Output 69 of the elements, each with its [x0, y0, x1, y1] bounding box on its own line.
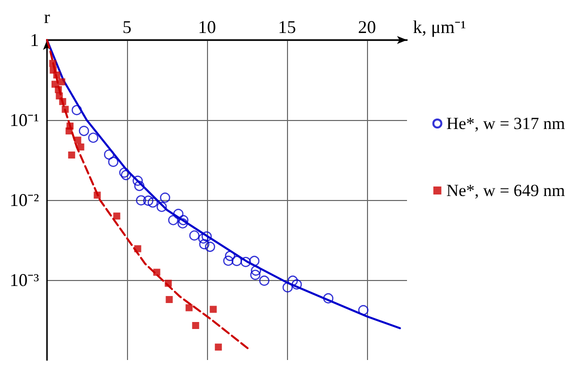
- point: [189, 230, 200, 241]
- point: [54, 86, 62, 94]
- y-tick-label: 10⁻³: [10, 270, 40, 290]
- point: [160, 192, 170, 203]
- point: [210, 306, 217, 313]
- point: [78, 126, 90, 136]
- point: [198, 233, 208, 244]
- point: [119, 168, 130, 178]
- point: [134, 245, 142, 252]
- point: [120, 170, 132, 180]
- point: [223, 256, 234, 266]
- line-series: [46, 39, 401, 330]
- point: [74, 136, 82, 144]
- point: [53, 72, 60, 79]
- point: [136, 195, 146, 206]
- legend-label: Ne*, w = 649 nm: [446, 181, 566, 200]
- point: [94, 192, 101, 199]
- point: [202, 231, 212, 242]
- point: [204, 242, 216, 252]
- point: [156, 202, 167, 212]
- point: [104, 149, 114, 160]
- point: [224, 250, 236, 262]
- point: [250, 270, 260, 280]
- x-axis-title: k, μm⁻¹: [413, 17, 466, 37]
- point: [58, 78, 66, 86]
- y-tick-label: 10⁻²: [10, 190, 39, 210]
- point: [323, 293, 334, 304]
- point: [282, 282, 293, 292]
- point: [250, 266, 262, 276]
- point: [166, 296, 173, 304]
- point: [192, 322, 200, 329]
- point: [173, 208, 184, 220]
- point: [232, 256, 242, 266]
- point: [108, 156, 118, 167]
- point: [168, 215, 178, 226]
- point: [164, 280, 172, 287]
- y-axis-title: r: [44, 7, 50, 27]
- point: [358, 305, 368, 316]
- point: [186, 304, 193, 312]
- x-tick-label: 5: [122, 17, 132, 37]
- point: [72, 104, 82, 116]
- y-tick-label: 10⁻¹: [10, 110, 39, 130]
- point: [68, 152, 76, 159]
- point: [143, 196, 154, 206]
- point: [240, 256, 251, 268]
- point: [59, 98, 66, 106]
- point: [62, 106, 69, 113]
- x-tick-label: 20: [358, 17, 376, 37]
- point: [199, 239, 210, 250]
- point: [88, 132, 98, 143]
- point: [249, 256, 260, 266]
- point: [113, 212, 120, 220]
- point: [178, 218, 188, 228]
- legend-label: He*, w = 317 nm: [446, 114, 566, 133]
- point: [77, 143, 84, 150]
- y-tick-label: 1: [30, 30, 39, 50]
- x-tick-label: 15: [278, 17, 296, 37]
- point: [49, 60, 56, 67]
- point: [259, 276, 270, 286]
- point: [132, 176, 143, 186]
- point: [288, 276, 298, 286]
- point: [148, 197, 158, 208]
- point: [178, 215, 188, 226]
- point: [153, 268, 160, 276]
- point: [292, 279, 302, 290]
- point: [214, 344, 222, 351]
- x-tick-label: 10: [198, 17, 216, 37]
- point: [66, 127, 73, 134]
- point: [134, 180, 144, 192]
